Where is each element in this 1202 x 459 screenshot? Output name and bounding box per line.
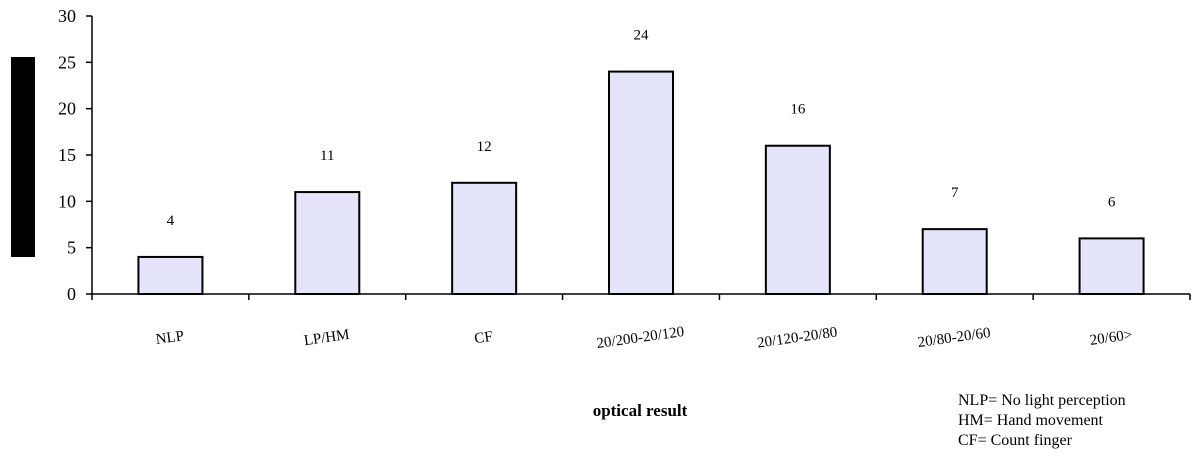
- bars-group: 4 11 12 24 16 7 6: [137, 28, 1145, 295]
- bar-1: [294, 191, 361, 295]
- x-category-labels: NLP LP/HM CF 20/200-20/120 20/120-20/80 20/80…: [155, 324, 1134, 352]
- category-label-5: 20/80-20/60: [917, 325, 992, 351]
- y-tick-label: 0: [67, 284, 76, 304]
- data-label-1: 11: [320, 148, 334, 164]
- axes-group: [86, 15, 1191, 300]
- y-tick-label: 20: [58, 99, 76, 119]
- legend-notes: NLP= No light perception HM= Hand movemen…: [958, 392, 1126, 449]
- data-label-3: 24: [634, 28, 650, 44]
- category-label-2: CF: [473, 329, 493, 347]
- bar-6: [1078, 237, 1145, 295]
- category-label-1: LP/HM: [303, 327, 351, 349]
- y-tick-label: 10: [58, 191, 76, 211]
- bar-0: [137, 255, 204, 295]
- x-axis-title: optical result: [593, 401, 688, 420]
- bar-4: [764, 144, 831, 295]
- data-label-0: 4: [167, 213, 175, 229]
- data-label-5: 7: [951, 185, 959, 201]
- y-tick-label: 5: [67, 238, 76, 258]
- bar-5: [921, 228, 988, 295]
- category-label-6: 20/60>: [1089, 327, 1133, 349]
- data-label-2: 12: [477, 139, 492, 155]
- y-tick-label: 15: [58, 145, 76, 165]
- ylabel-occluder: [11, 57, 35, 257]
- y-tick-label: 30: [58, 6, 76, 26]
- category-label-4: 20/120-20/80: [756, 324, 838, 351]
- bar-2: [451, 181, 518, 295]
- bar-3: [608, 70, 674, 295]
- y-tick-label: 25: [58, 52, 76, 72]
- category-label-3: 20/200-20/120: [596, 324, 686, 352]
- legend-note-1: HM= Hand movement: [958, 412, 1104, 429]
- legend-note-2: CF= Count finger: [958, 432, 1073, 449]
- data-label-4: 16: [790, 102, 806, 118]
- legend-note-0: NLP= No light perception: [958, 392, 1126, 409]
- category-label-0: NLP: [155, 328, 185, 348]
- data-label-6: 6: [1108, 194, 1116, 210]
- y-tick-labels: 0 5 10 15 20 25 30: [58, 6, 76, 304]
